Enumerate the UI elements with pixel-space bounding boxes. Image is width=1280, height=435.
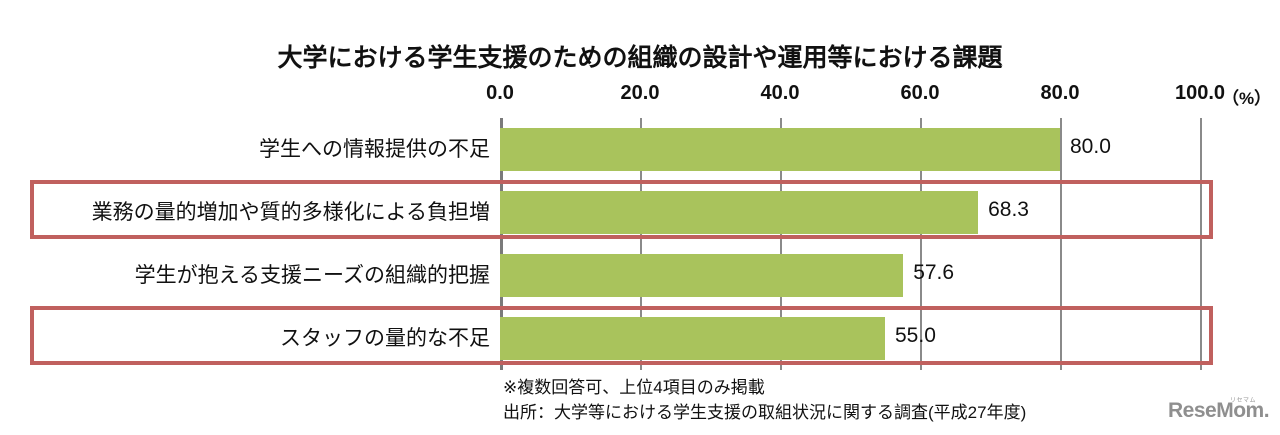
bar-value-label: 55.0 [895, 324, 936, 347]
category-labels: 学生への情報提供の不足 業務の量的増加や質的多様化による負担増 学生が抱える支援… [20, 118, 490, 370]
bar-value-label: 57.6 [913, 261, 955, 284]
logo-ruby-text: リセマム [1230, 398, 1257, 404]
x-tick-20: 20.0 [620, 82, 660, 104]
x-tick-0: 0.0 [486, 82, 514, 104]
bar-row: 55.0 [500, 307, 1200, 370]
x-axis-tick-labels: 0.0 20.0 40.0 60.0 80.0 100.0 [0, 82, 1280, 108]
bar-row: 68.3 [500, 181, 1200, 244]
note-source: 出所：大学等における学生支援の取組状況に関する調査(平成27年度) [503, 403, 1027, 422]
gridline-100 [1200, 118, 1202, 370]
x-tick-40: 40.0 [760, 82, 800, 104]
bar-segment[interactable] [500, 128, 1060, 171]
x-tick-80: 80.0 [1040, 82, 1080, 104]
bar-row: 57.6 [500, 244, 1200, 307]
gridline-20 [640, 118, 642, 370]
bar-value-label: 68.3 [988, 198, 1029, 221]
chart-notes: ※複数回答可、上位4項目のみ掲載 出所：大学等における学生支援の取組状況に関する… [503, 375, 1183, 425]
plot-area: 80.0 68.3 57.6 55.0 [500, 118, 1202, 370]
gridline-60 [920, 118, 922, 370]
category-label-1: 学生への情報提供の不足 [259, 138, 490, 161]
x-tick-100: 100.0 [1174, 82, 1226, 104]
bar-segment[interactable] [500, 191, 979, 234]
bar-row: 80.0 [500, 118, 1200, 181]
category-label-2: 業務の量的増加や質的多様化による負担増 [91, 201, 490, 224]
bar-segment[interactable] [500, 317, 885, 360]
logo-text: ReseMom. [1168, 399, 1270, 422]
x-tick-60: 60.0 [900, 82, 940, 104]
category-label-3: 学生が抱える支援ニーズの組織的把握 [134, 264, 490, 287]
page-title: 大学における学生支援のための組織の設計や運用等における課題 [277, 44, 1003, 72]
category-label-4: スタッフの量的な不足 [280, 327, 490, 350]
gridline-80 [1060, 118, 1062, 370]
gridline-40 [780, 118, 782, 370]
resemom-logo: ReseMom. リセマム [1168, 396, 1272, 426]
bar-value-label: 80.0 [1070, 135, 1111, 158]
y-axis-line [500, 118, 503, 370]
bar-segment[interactable] [500, 254, 904, 297]
note-multiple-answers: ※複数回答可、上位4項目のみ掲載 [503, 378, 765, 397]
axis-unit-label: （%） [1222, 89, 1272, 108]
